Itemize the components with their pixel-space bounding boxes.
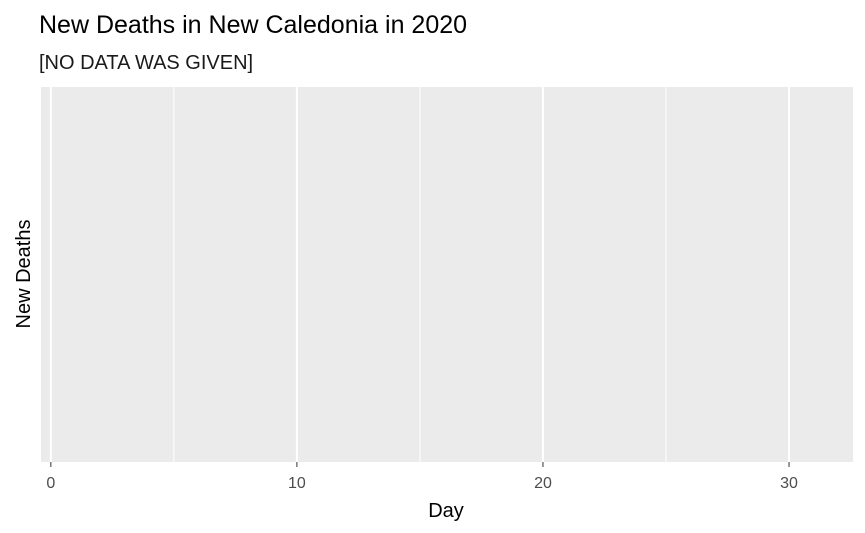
y-axis-title: New Deaths — [13, 220, 35, 329]
chart-subtitle: [NO DATA WAS GIVEN] — [39, 52, 253, 74]
x-tick-label: 10 — [288, 475, 306, 492]
plot-panel — [41, 87, 853, 462]
gridlines — [49, 87, 791, 462]
chart-title: New Deaths in New Caledonia in 2020 — [39, 11, 467, 39]
x-axis-title: Day — [428, 500, 464, 522]
x-tick-label: 30 — [780, 475, 798, 492]
x-tick-label: 0 — [46, 475, 55, 492]
x-tick-label: 20 — [534, 475, 552, 492]
x-axis: 0 10 20 30 — [46, 462, 798, 492]
